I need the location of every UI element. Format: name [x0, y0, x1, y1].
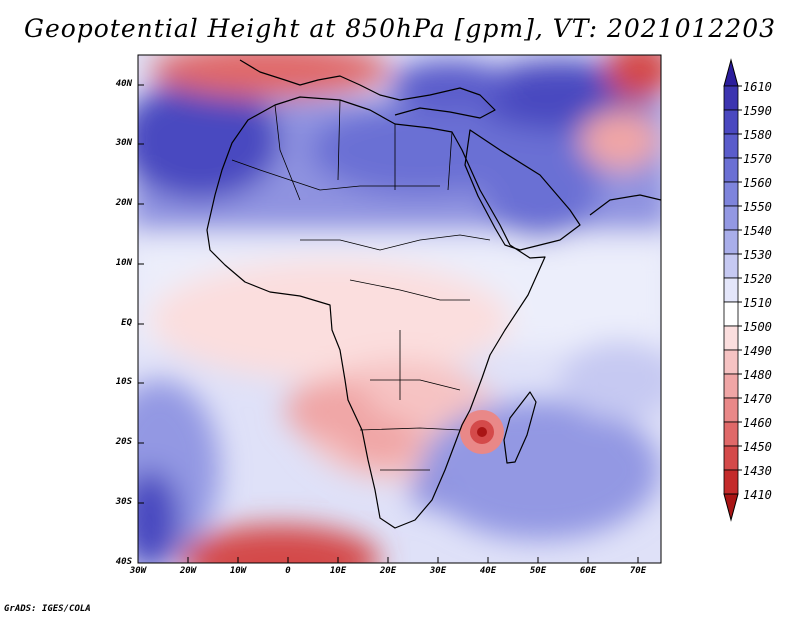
- colorbar-label: 1520: [743, 272, 772, 286]
- africa-coastline: [206, 96, 546, 529]
- colorbar-label: 1500: [743, 320, 772, 334]
- height-field: [138, 55, 661, 563]
- colorbar-label: 1410: [743, 488, 772, 502]
- lon-label: 30E: [429, 566, 447, 576]
- arabia-coastline: [464, 129, 581, 251]
- colorbar-label: 1460: [743, 416, 772, 430]
- coastlines: [206, 59, 661, 529]
- lon-label: 10E: [329, 566, 347, 576]
- lat-label: 30N: [115, 138, 132, 148]
- colorbar-segment: [723, 469, 739, 495]
- lat-label: 40N: [115, 79, 132, 89]
- colorbar-label: 1490: [743, 344, 772, 358]
- lat-label: 10S: [115, 377, 132, 387]
- colorbar-label: 1480: [743, 368, 772, 382]
- lon-label: 50E: [529, 566, 547, 576]
- lon-label: 20W: [179, 566, 197, 576]
- political-borders: [231, 99, 491, 471]
- colorbar-segment: [723, 109, 739, 135]
- colorbar-segment: [723, 85, 739, 111]
- chart-title: Geopotential Height at 850hPa [gpm], VT:…: [23, 14, 777, 43]
- colorbar-label: 1550: [743, 200, 772, 214]
- lon-label: 70E: [629, 566, 647, 576]
- madagascar-coastline: [503, 391, 537, 464]
- colorbar-label: 1560: [743, 176, 772, 190]
- credit-text: GrADS: IGES/COLA: [4, 604, 91, 614]
- map-frame: [137, 54, 662, 564]
- lat-label: 20N: [115, 198, 132, 208]
- colorbar-label: 1570: [743, 152, 772, 166]
- colorbar-label: 1590: [743, 104, 772, 118]
- lat-label: 10N: [115, 258, 132, 268]
- colorbar-label: 1450: [743, 440, 772, 454]
- colorbar-label: 1540: [743, 224, 772, 238]
- colorbar-segment: [723, 205, 739, 231]
- colorbar-arrow-top: [723, 58, 739, 87]
- lon-label: 30W: [129, 566, 147, 576]
- colorbar-segment: [723, 349, 739, 375]
- colorbar-label: 1580: [743, 128, 772, 142]
- colorbar-segment: [723, 181, 739, 207]
- colorbar-segment: [723, 445, 739, 471]
- map-ticks: [138, 84, 639, 563]
- colorbar-segment: [723, 253, 739, 279]
- lat-label: 40S: [115, 557, 132, 567]
- asia-coastline: [589, 194, 661, 216]
- colorbar-segment: [723, 277, 739, 303]
- colorbar-label: 1610: [743, 80, 772, 94]
- lat-label: 20S: [115, 437, 132, 447]
- colorbar-segment: [723, 133, 739, 159]
- colorbar-segment: [723, 157, 739, 183]
- colorbar-segment: [723, 301, 739, 327]
- lat-label: EQ: [121, 318, 132, 328]
- colorbar-label: 1530: [743, 248, 772, 262]
- lon-label: 60E: [579, 566, 597, 576]
- colorbar-segment: [723, 325, 739, 351]
- lon-label: 20E: [379, 566, 397, 576]
- lat-label: 30S: [115, 497, 132, 507]
- colorbar-label: 1430: [743, 464, 772, 478]
- colorbar-segment: [723, 397, 739, 423]
- lon-label: 10W: [229, 566, 247, 576]
- colorbar: [723, 58, 742, 522]
- colorbar-segment: [723, 421, 739, 447]
- lon-label: 40E: [479, 566, 497, 576]
- colorbar-arrow-bottom: [723, 493, 739, 522]
- colorbar-segment: [723, 373, 739, 399]
- colorbar-label: 1510: [743, 296, 772, 310]
- colorbar-segment: [723, 229, 739, 255]
- colorbar-label: 1470: [743, 392, 772, 406]
- europe-coastline: [239, 59, 496, 119]
- lon-label: 0: [285, 566, 291, 576]
